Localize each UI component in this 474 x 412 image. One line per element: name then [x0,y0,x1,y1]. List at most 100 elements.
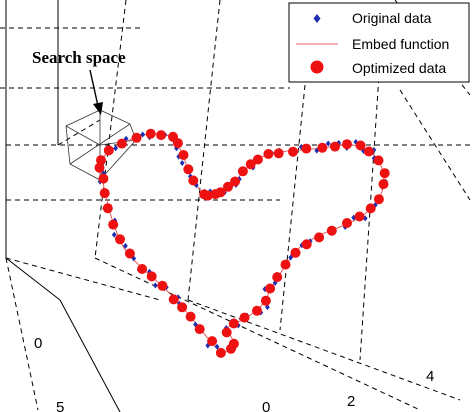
optimized-data-point [172,138,183,149]
optimized-data-point [221,327,232,338]
legend: Original data Embed function Optimized d… [288,2,470,83]
tick-label-left-5: 5 [56,399,64,412]
optimized-data-point [272,272,283,283]
search-space-edge [69,163,101,181]
tick-labels: 0 5 0 2 4 [34,335,434,412]
search-space-edge [65,125,71,165]
optimized-data-point [96,155,106,166]
search-space-edge [99,109,131,125]
optimized-data-point [156,130,167,141]
optimized-data-point [157,280,168,291]
original-data-point [214,343,220,350]
tick-label-bottom-4: 4 [426,368,434,385]
grid-line [57,119,101,146]
original-data-point [101,170,106,177]
optimized-data-point [355,140,366,151]
optimized-data-series [94,128,390,358]
optimized-data-point [178,150,189,160]
optimized-data-point [373,194,384,205]
optimized-data-point [98,173,109,184]
legend-optimized-label: Optimized data [352,60,446,76]
optimized-data-point [373,155,384,166]
original-data-point [140,131,146,138]
optimized-data-point [194,324,205,335]
legend-embed-label: Embed function [352,36,449,52]
optimized-data-point [288,146,298,157]
optimized-data-point [103,145,114,156]
search-space-arrowhead [93,102,103,115]
grid-line [5,257,161,301]
optimized-data-point [137,264,148,274]
grid-line [94,257,421,411]
original-data-point [113,145,118,152]
optimized-data-point [252,154,263,165]
grid-line [94,0,127,259]
optimized-data-point [108,219,119,230]
optimized-data-point [124,248,135,259]
optimized-data-point [365,203,376,214]
search-space-edge [69,123,131,165]
optimized-data-point [94,162,105,173]
original-data-point [111,231,117,238]
legend-original-label: Original data [352,10,432,26]
grid-line [5,257,61,301]
optimized-data-point [177,302,188,313]
search-space-arrow [89,69,99,107]
optimized-data-point [223,181,233,192]
grid-line [187,0,221,301]
grid-line [399,89,471,201]
tick-label-bottom-0: 0 [262,399,270,412]
optimized-data-point [378,179,389,190]
original-data-point [179,160,185,166]
optimized-data-point [237,166,248,177]
original-data-point [123,242,128,249]
optimized-data-point [252,305,262,316]
optimized-data-point [131,132,142,143]
grid-line [5,257,39,411]
search-space-label: Search space [32,48,126,67]
optimized-data-point [301,143,312,154]
optimized-data-point [342,139,352,150]
optimized-data-point [99,188,110,199]
search-space-edge [65,125,101,146]
optimized-data-point [188,175,199,186]
legend-optimized-marker [310,60,324,74]
legend-original-marker [313,14,321,23]
search-space-box [65,109,137,181]
original-data-point [193,182,199,189]
optimized-data-point [245,159,256,170]
grid-line [187,299,461,401]
optimized-data-point [330,141,340,152]
optimized-data-point [363,146,374,157]
optimized-data-point [273,148,284,159]
optimized-data-point [263,149,274,159]
optimized-data-point [314,232,325,243]
optimized-data-point [290,247,301,258]
optimized-data-point [317,142,328,153]
optimized-data-point [183,164,194,175]
optimized-data-point [203,190,213,201]
optimized-data-point [215,347,226,358]
original-data-point [176,153,182,160]
search-space-annotation: Search space [32,48,126,115]
search-space-edge [65,109,101,127]
optimized-data-point [228,318,239,329]
grid-line [59,299,121,412]
optimized-data-point [280,259,291,270]
optimized-data-point [102,203,113,214]
optimized-data-point [116,138,127,149]
optimized-data-point [185,311,196,322]
optimized-data-point [226,343,236,354]
optimized-data-point [168,294,179,305]
optimized-data-point [215,187,226,198]
optimized-data-point [230,176,240,187]
search-space-edge [99,139,137,181]
optimized-data-point [260,295,271,306]
optimized-data-point [207,336,218,347]
optimized-data-point [115,234,125,245]
grid-line [279,84,306,331]
optimized-data-point [265,283,276,294]
optimized-data-point [145,128,156,139]
optimized-data-point [146,271,157,282]
